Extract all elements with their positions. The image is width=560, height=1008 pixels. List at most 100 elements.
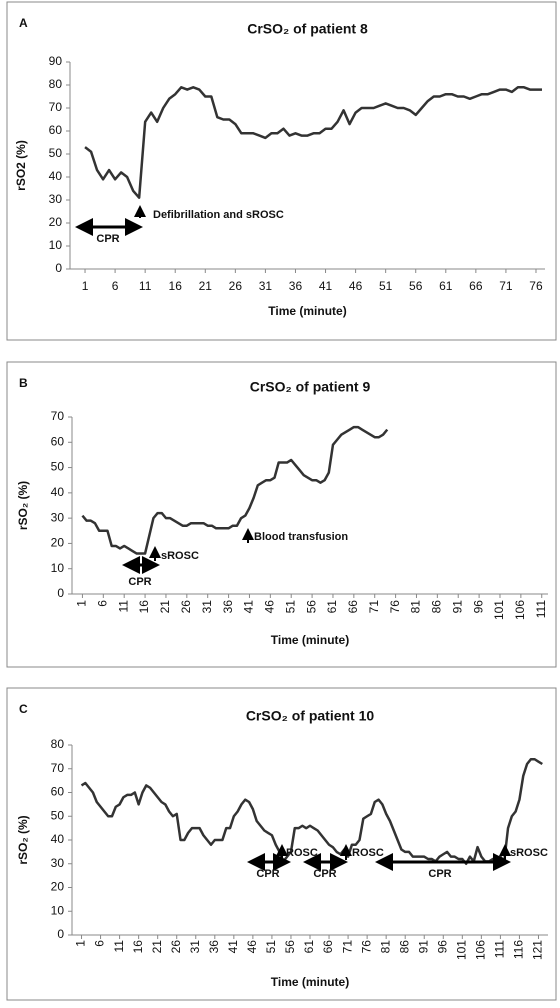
x-tick-label: 116 xyxy=(512,940,526,959)
panel-label: A xyxy=(19,16,28,30)
y-tick-label: 60 xyxy=(51,434,65,448)
x-tick-label: 11 xyxy=(139,279,152,293)
x-tick-label: 71 xyxy=(367,600,381,614)
y-tick-label: 80 xyxy=(49,77,63,91)
x-tick-label: 51 xyxy=(264,940,278,954)
x-tick-label: 91 xyxy=(450,600,464,614)
panel-frame xyxy=(6,1,557,341)
x-tick-label: 26 xyxy=(229,279,243,293)
y-tick-label: 10 xyxy=(51,903,65,917)
x-tick-label: 46 xyxy=(263,600,277,614)
x-tick-label: 16 xyxy=(169,279,183,293)
y-tick-label: 40 xyxy=(51,485,65,499)
y-tick-label: 90 xyxy=(49,54,63,68)
annotation: ROSC xyxy=(352,847,384,859)
x-tick-label: 86 xyxy=(430,600,444,614)
y-tick-label: 20 xyxy=(49,215,63,229)
annotation: CPR xyxy=(128,576,151,588)
x-tick-label: 41 xyxy=(242,600,256,614)
y-axis-label: rSO2 (%) xyxy=(14,140,28,191)
x-tick-label: 16 xyxy=(131,940,145,954)
x-tick-label: 71 xyxy=(499,279,513,293)
x-tick-label: 21 xyxy=(150,940,164,954)
x-tick-label: 101 xyxy=(454,940,468,960)
y-tick-label: 40 xyxy=(49,169,63,183)
annotation: CPR xyxy=(428,868,451,880)
x-tick-label: 31 xyxy=(200,600,214,614)
x-tick-label: 76 xyxy=(529,279,543,293)
x-tick-label: 121 xyxy=(531,940,545,960)
chart-title: CrSO₂ of patient 9 xyxy=(250,379,371,395)
x-tick-label: 6 xyxy=(93,940,107,947)
x-tick-label: 91 xyxy=(416,940,430,954)
chart-title: CrSO₂ of patient 8 xyxy=(247,21,368,37)
x-tick-label: 86 xyxy=(397,940,411,954)
x-tick-label: 106 xyxy=(474,940,488,960)
x-tick-label: 96 xyxy=(471,600,485,614)
y-axis-label: rSO₂ (%) xyxy=(16,815,30,864)
annotation: CPR xyxy=(96,233,119,245)
x-tick-label: 11 xyxy=(116,600,130,613)
y-tick-label: 70 xyxy=(51,761,65,775)
x-tick-label: 96 xyxy=(435,940,449,954)
x-tick-label: 51 xyxy=(379,279,393,293)
x-tick-label: 111 xyxy=(534,600,548,619)
x-tick-label: 36 xyxy=(221,600,235,614)
x-tick-label: 36 xyxy=(289,279,303,293)
x-tick-label: 6 xyxy=(95,600,109,607)
x-tick-label: 66 xyxy=(321,940,335,954)
y-tick-label: 10 xyxy=(49,238,63,252)
x-tick-label: 81 xyxy=(378,940,392,954)
panel-label: B xyxy=(19,376,28,390)
x-tick-label: 41 xyxy=(319,279,333,293)
x-tick-label: 21 xyxy=(199,279,213,293)
chart-title: CrSO₂ of patient 10 xyxy=(246,708,375,724)
x-tick-label: 76 xyxy=(388,600,402,614)
y-tick-label: 30 xyxy=(51,510,65,524)
y-tick-label: 20 xyxy=(51,536,65,550)
x-tick-label: 36 xyxy=(207,940,221,954)
y-tick-label: 50 xyxy=(51,808,65,822)
x-tick-label: 71 xyxy=(340,940,354,954)
y-tick-label: 0 xyxy=(55,261,62,275)
x-tick-label: 1 xyxy=(74,940,88,947)
annotation: Blood transfusion xyxy=(254,531,348,543)
y-tick-label: 20 xyxy=(51,880,65,894)
x-tick-label: 66 xyxy=(469,279,483,293)
x-tick-label: 41 xyxy=(226,940,240,954)
y-tick-label: 50 xyxy=(49,146,63,160)
x-tick-label: 106 xyxy=(513,600,527,620)
x-tick-label: 56 xyxy=(304,600,318,614)
x-tick-label: 46 xyxy=(349,279,363,293)
data-line xyxy=(84,86,542,199)
x-tick-label: 46 xyxy=(245,940,259,954)
annotation: ROSC xyxy=(286,847,318,859)
panel-frame xyxy=(6,687,557,1001)
x-tick-label: 11 xyxy=(112,940,126,953)
x-tick-label: 61 xyxy=(439,279,453,293)
x-tick-label: 21 xyxy=(158,600,172,614)
x-tick-label: 26 xyxy=(169,940,183,954)
x-tick-label: 56 xyxy=(409,279,423,293)
annotation: Defibrillation and sROSC xyxy=(153,209,284,221)
x-tick-label: 81 xyxy=(409,600,423,614)
y-axis-label: rSO₂ (%) xyxy=(16,481,30,530)
y-tick-label: 70 xyxy=(51,409,65,423)
x-tick-label: 66 xyxy=(346,600,360,614)
y-tick-label: 40 xyxy=(51,832,65,846)
x-axis-label: Time (minute) xyxy=(271,975,349,989)
x-tick-label: 61 xyxy=(325,600,339,614)
x-tick-label: 16 xyxy=(137,600,151,614)
x-axis-label: Time (minute) xyxy=(271,633,349,647)
y-tick-label: 30 xyxy=(49,192,63,206)
annotation: CPR xyxy=(313,868,336,880)
y-tick-label: 0 xyxy=(57,586,64,600)
data-line xyxy=(81,425,389,555)
x-tick-label: 101 xyxy=(492,600,506,620)
annotation: CPR xyxy=(256,868,279,880)
x-tick-label: 31 xyxy=(259,279,273,293)
panel-label: C xyxy=(19,702,28,716)
annotation: sROSC xyxy=(510,847,548,859)
y-tick-label: 10 xyxy=(51,561,65,575)
